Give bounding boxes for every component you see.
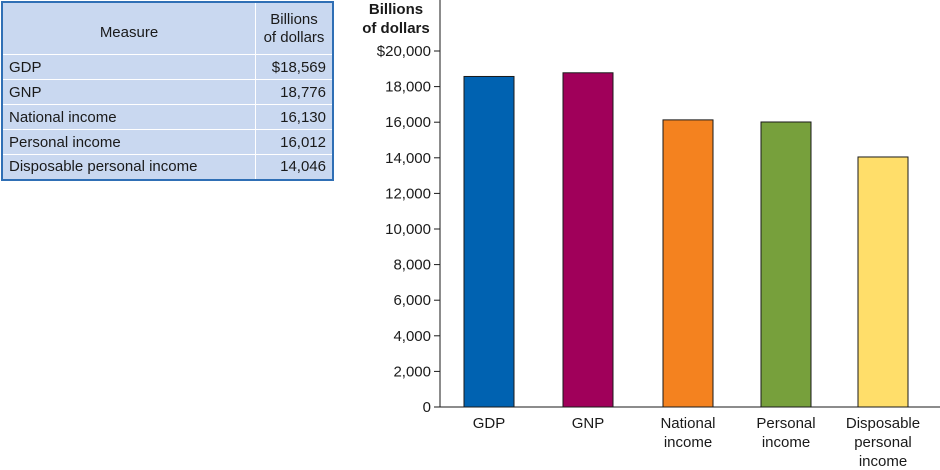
row-measure: Personal income (1, 129, 256, 155)
y-tick-label: 8,000 (393, 257, 431, 274)
bar (463, 75, 515, 408)
bar (857, 156, 909, 408)
x-tick-label: National income (660, 415, 715, 451)
header-value-line2: of dollars (263, 28, 325, 46)
y-tick-label: 14,000 (385, 150, 431, 167)
x-axis-labels: GDP GNP National income Personal income Dispos… (473, 415, 920, 470)
row-value: 16,012 (255, 129, 334, 155)
bars (463, 72, 909, 408)
y-axis-ticks: 0 2,000 4,000 6,000 8,000 10,000 12,000 14,000 1… (377, 43, 440, 416)
bar (760, 121, 812, 408)
bar (562, 72, 614, 408)
y-axis-title-line2: of dollars (362, 20, 430, 37)
y-tick-label: 10,000 (385, 221, 431, 238)
table-row: Personal income 16,012 (1, 129, 334, 155)
header-value: Billions of dollars (255, 1, 334, 55)
y-tick-label: $20,000 (377, 43, 431, 60)
x-tick-label: Personal income (756, 415, 815, 451)
row-measure: GDP (1, 54, 256, 80)
y-tick-label: 2,000 (393, 363, 431, 380)
x-tick-label: Disposable personal income (846, 415, 920, 470)
y-tick-label: 16,000 (385, 114, 431, 131)
table-row: National income 16,130 (1, 104, 334, 130)
y-tick-label: 0 (423, 399, 431, 416)
y-tick-label: 18,000 (385, 79, 431, 96)
bar (662, 119, 714, 408)
header-value-line1: Billions (270, 10, 318, 28)
row-measure: National income (1, 104, 256, 130)
data-table: Measure Billions of dollars GDP $18,569 … (1, 1, 334, 181)
row-measure: GNP (1, 79, 256, 105)
table-row: GNP 18,776 (1, 79, 334, 105)
row-measure: Disposable personal income (1, 154, 256, 180)
row-value: 16,130 (255, 104, 334, 130)
y-tick-label: 12,000 (385, 185, 431, 202)
y-tick-label: 6,000 (393, 292, 431, 309)
x-tick-label: GDP (473, 415, 506, 432)
table-row: GDP $18,569 (1, 54, 334, 80)
x-tick-label: GNP (572, 415, 605, 432)
y-tick-label: 4,000 (393, 328, 431, 345)
row-value: 14,046 (255, 154, 334, 180)
table-row: Disposable personal income 14,046 (1, 154, 334, 180)
y-axis-title-line1: Billions (369, 1, 423, 18)
row-value: $18,569 (255, 54, 334, 80)
row-value: 18,776 (255, 79, 334, 105)
